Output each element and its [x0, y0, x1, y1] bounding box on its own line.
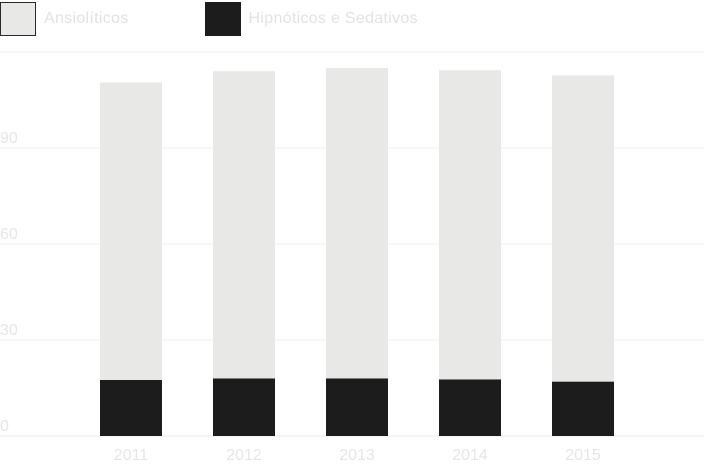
y-tick-label-60: 60: [0, 226, 18, 243]
x-tick-label-2015: 2015: [565, 447, 601, 464]
legend-swatch-hipnoticos: [204, 2, 241, 36]
legend-item-ansioliticos: Ansiolíticos: [0, 2, 129, 36]
bar-2011-series-0: [100, 380, 162, 436]
x-tick-label-2013: 2013: [339, 447, 375, 464]
y-tick-label-0: 0: [0, 418, 9, 435]
legend-swatch-ansioliticos: [0, 2, 36, 36]
legend-item-hipnoticos: Hipnóticos e Sedativos: [204, 2, 418, 36]
legend-label-ansioliticos: Ansiolíticos: [44, 10, 129, 27]
bar-2012-series-1: [213, 71, 275, 379]
y-tick-label-90: 90: [0, 130, 18, 147]
x-tick-label-2014: 2014: [452, 447, 488, 464]
bar-2014-series-0: [439, 379, 501, 436]
x-tick-label-2012: 2012: [226, 447, 262, 464]
bar-2011-series-1: [100, 82, 162, 381]
bar-2014-series-1: [439, 70, 501, 380]
legend: Ansiolíticos Hipnóticos e Sedativos: [0, 2, 494, 36]
bar-2012-series-0: [213, 378, 275, 436]
bar-2013-series-1: [326, 68, 388, 379]
x-tick-label-2011: 2011: [114, 447, 149, 464]
bar-2013-series-0: [326, 378, 388, 436]
legend-label-hipnoticos: Hipnóticos e Sedativos: [248, 10, 418, 27]
bar-2015-series-0: [552, 381, 614, 436]
y-tick-label-30: 30: [0, 322, 18, 339]
bar-2015-series-1: [552, 75, 614, 382]
